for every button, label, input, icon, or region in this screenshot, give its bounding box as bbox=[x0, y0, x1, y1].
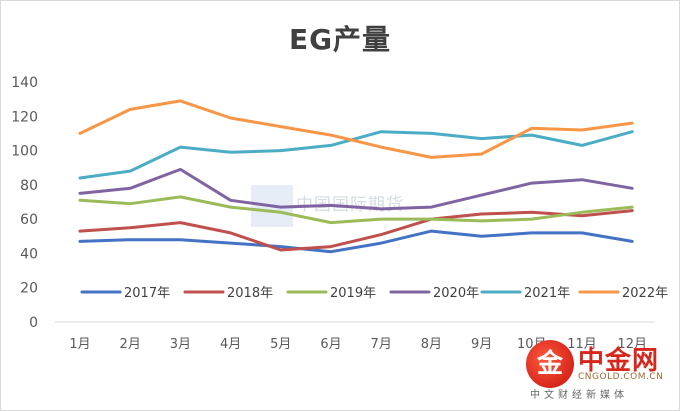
y-tick-label: 60 bbox=[20, 212, 38, 228]
legend-label: 2018年 bbox=[227, 286, 273, 301]
legend-label: 2021年 bbox=[524, 286, 570, 301]
series-line bbox=[78, 130, 634, 180]
chart-title: EG产量 bbox=[288, 23, 392, 56]
y-tick-label: 120 bbox=[11, 109, 38, 125]
x-tick-label: 3月 bbox=[170, 337, 191, 352]
series-line bbox=[78, 195, 634, 225]
logo-subtitle: 中文财经新媒体 bbox=[530, 390, 628, 401]
x-tick-label: 12月 bbox=[617, 337, 647, 352]
series-line bbox=[78, 99, 634, 159]
series-line bbox=[78, 167, 634, 211]
y-tick-label: 80 bbox=[20, 178, 38, 194]
logo-mark-icon: 金 bbox=[526, 340, 574, 388]
x-tick-label: 6月 bbox=[320, 337, 341, 352]
series-line bbox=[78, 209, 634, 252]
x-tick-label: 11月 bbox=[567, 337, 597, 352]
series-line bbox=[78, 229, 634, 254]
x-tick-label: 7月 bbox=[371, 337, 392, 352]
x-tick-label: 9月 bbox=[471, 337, 492, 352]
logo-url: CNGOLD.COM.CN bbox=[578, 372, 664, 382]
legend-label: 2017年 bbox=[124, 286, 170, 301]
x-tick-label: 2月 bbox=[120, 337, 141, 352]
y-tick-label: 140 bbox=[11, 75, 38, 91]
cngold-logo: 金 中金网 CNGOLD.COM.CN 中文财经新媒体 bbox=[520, 338, 680, 408]
logo-brand: 中金网 bbox=[578, 346, 660, 376]
legend-label: 2022年 bbox=[622, 286, 668, 301]
x-tick-label: 1月 bbox=[69, 337, 90, 352]
y-tick-label: 40 bbox=[20, 246, 38, 262]
y-tick-label: 0 bbox=[29, 315, 38, 331]
x-tick-label: 4月 bbox=[220, 337, 241, 352]
x-tick-label: 5月 bbox=[270, 337, 291, 352]
legend-label: 2020年 bbox=[433, 286, 479, 301]
x-tick-label: 8月 bbox=[421, 337, 442, 352]
legend-label: 2019年 bbox=[330, 286, 376, 301]
y-tick-label: 20 bbox=[20, 281, 38, 297]
y-tick-label: 100 bbox=[11, 144, 38, 160]
